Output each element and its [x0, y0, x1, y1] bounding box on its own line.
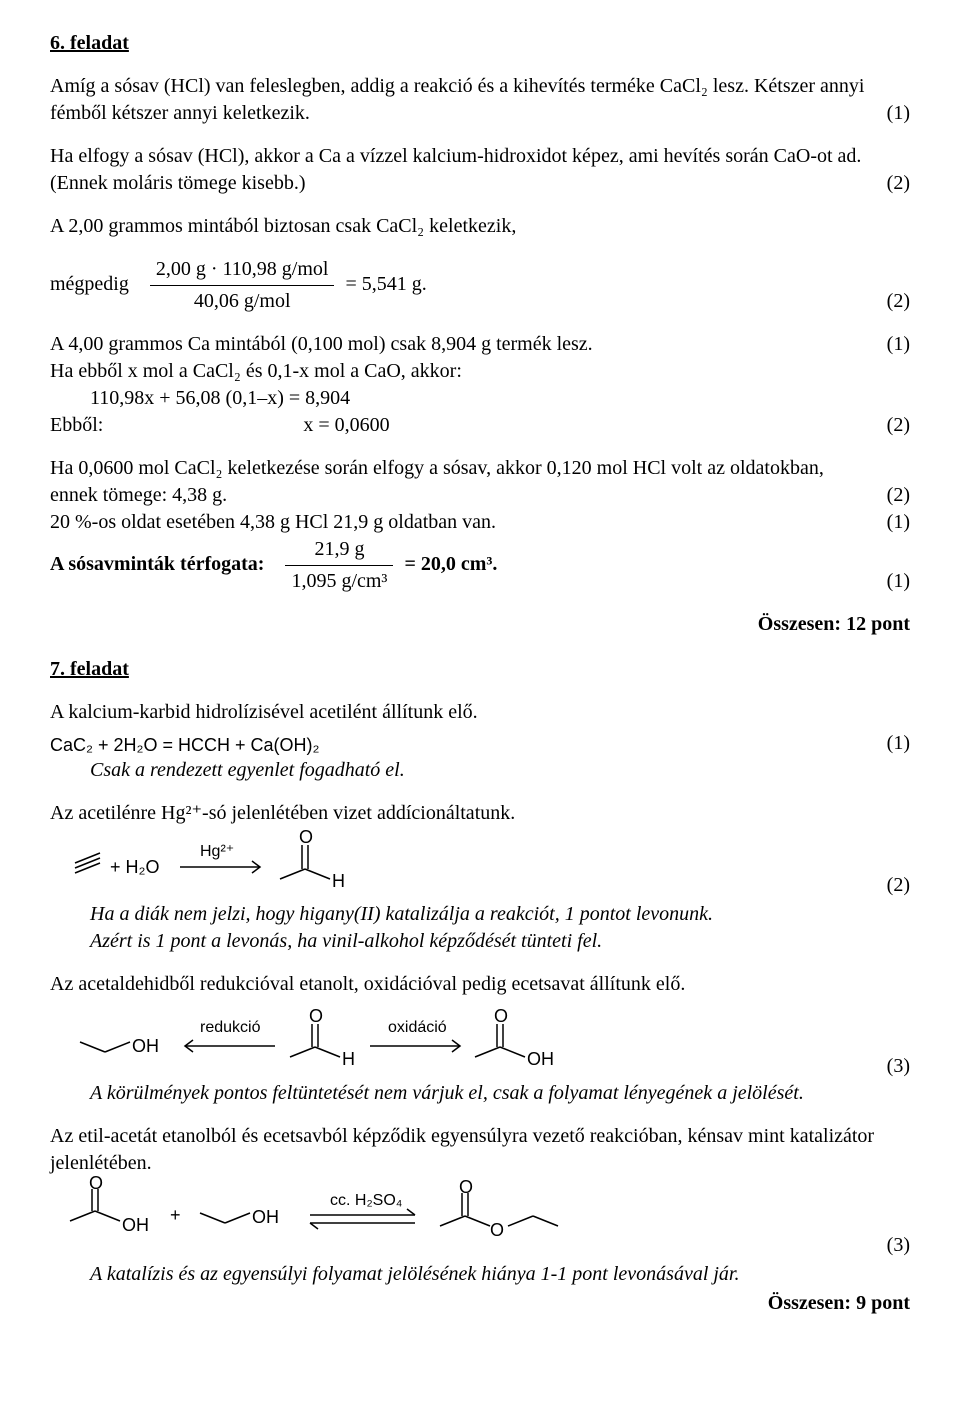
eq4-acid-oh: OH [122, 1215, 149, 1235]
fraction-2-num: 21,9 g [285, 536, 393, 566]
fraction-1-den: 40,06 g/mol [150, 286, 335, 315]
f6-p3b: mégpedig 2,00 g · 110,98 g/mol 40,06 g/m… [50, 256, 910, 315]
eq2-oxygen: O [299, 827, 313, 847]
eq3-reduction-label: redukció [200, 1019, 261, 1036]
f7-eq3-row: OH redukció O H oxidáció O OH (3) [50, 1002, 910, 1080]
f6-p2: Ha elfogy a sósav (HCl), akkor a Ca a ví… [50, 143, 910, 197]
f7-p2: Az acetilénre Hg²⁺-só jelenlétében vizet… [50, 800, 910, 827]
eq2-hydrogen: H [332, 871, 345, 891]
eq3-ethanol-oh: OH [132, 1036, 159, 1056]
eq4-plus: + [170, 1205, 181, 1225]
f6-p4d-points: (2) [887, 412, 910, 439]
f6-p7-lead: A sósavminták térfogata: [50, 553, 264, 575]
acetylene-hydration-scheme-icon: + H₂O Hg²⁺ O H [70, 831, 370, 891]
f6-p4d-value: x = 0,0600 [303, 414, 389, 436]
eq4-ester-carbonyl-o: O [459, 1177, 473, 1197]
section-7-heading: 7. feladat [50, 656, 910, 683]
acetaldehyde-redox-scheme-icon: OH redukció O H oxidáció O OH [70, 1002, 570, 1072]
f7-total: Összesen: 9 pont [50, 1290, 910, 1317]
f6-p5-text: Ha 0,0600 mol CaCl₂ keletkezése során el… [50, 455, 887, 509]
eq3-oxidation-label: oxidáció [388, 1019, 447, 1036]
f6-p3a: A 2,00 grammos mintából biztosan csak Ca… [50, 213, 910, 240]
esterification-scheme-icon: O OH + OH cc. H₂SO₄ O O [60, 1181, 620, 1251]
eq3-acid-o: O [494, 1006, 508, 1026]
f7-eq3-points: (3) [887, 1053, 910, 1080]
fraction-1: 2,00 g · 110,98 g/mol 40,06 g/mol [150, 256, 335, 315]
f7-eq3-scheme: OH redukció O H oxidáció O OH [50, 1002, 887, 1080]
f7-eq1-row: CaC₂ + 2H₂O = HCCH + Ca(OH)₂ (1) [50, 730, 910, 757]
f6-p5-points: (2) [887, 482, 910, 509]
f7-p4-note: A katalízis és az egyensúlyi folyamat je… [50, 1261, 910, 1288]
eq4-acid-o: O [89, 1173, 103, 1193]
f7-p4: Az etil-acetát etanolból és ecetsavból k… [50, 1123, 910, 1177]
f6-p3-lead: mégpedig [50, 273, 129, 295]
f7-eq4-points: (3) [887, 1232, 910, 1259]
f7-p3: Az acetaldehidből redukcióval etanolt, o… [50, 971, 910, 998]
eq3-acid-oh: OH [527, 1049, 554, 1069]
eq2-catalyst-label: Hg²⁺ [200, 843, 234, 860]
f7-eq1-points: (1) [887, 730, 910, 757]
f7-eq2-row: + H₂O Hg²⁺ O H (2) [50, 831, 910, 899]
f6-p7-left: A sósavminták térfogata: 21,9 g 1,095 g/… [50, 536, 887, 595]
f7-p2-note-b: Azért is 1 pont a levonás, ha vinil-alko… [50, 928, 910, 955]
f7-eq2-scheme: + H₂O Hg²⁺ O H [50, 831, 887, 899]
eq2-plus-h2o: + H₂O [110, 857, 160, 877]
f6-p3-points: (2) [887, 288, 910, 315]
f6-p4-points: (1) [887, 331, 910, 358]
f6-p4-row: A 4,00 grammos Ca mintából (0,100 mol) c… [50, 331, 910, 358]
f6-p6-points: (1) [887, 509, 910, 536]
fraction-1-num: 2,00 g · 110,98 g/mol [150, 256, 335, 286]
f7-eq1: CaC₂ + 2H₂O = HCCH + Ca(OH)₂ [50, 733, 887, 757]
f6-p4d-label: Ebből: [50, 414, 103, 436]
f6-p1-text: Amíg a sósav (HCl) van feleslegben, addi… [50, 73, 887, 127]
fraction-2-den: 1,095 g/cm³ [285, 566, 393, 595]
section-6-heading: 6. feladat [50, 30, 910, 57]
eq4-ethanol-oh: OH [252, 1207, 279, 1227]
f7-p3-note: A körülmények pontos feltüntetését nem v… [50, 1080, 910, 1107]
f7-p1-note: Csak a rendezett egyenlet fogadható el. [50, 757, 910, 784]
f6-p6-text: 20 %-os oldat esetében 4,38 g HCl 21,9 g… [50, 509, 887, 536]
f6-p5-row: Ha 0,0600 mol CaCl₂ keletkezése során el… [50, 455, 910, 509]
f7-eq2-points: (2) [887, 872, 910, 899]
eq3-aldehyde-h: H [342, 1049, 355, 1069]
f6-p1-points: (1) [887, 100, 910, 127]
eq4-catalyst-label: cc. H₂SO₄ [330, 1192, 402, 1209]
fraction-2-eq: = 20,0 cm³. [404, 553, 497, 575]
f7-p1: A kalcium-karbid hidrolízisével acetilén… [50, 699, 910, 726]
fraction-2: 21,9 g 1,095 g/cm³ [285, 536, 393, 595]
f6-p4-text: A 4,00 grammos Ca mintából (0,100 mol) c… [50, 331, 887, 358]
f6-p2-points: (2) [887, 170, 910, 197]
f6-p4d-left: Ebből: x = 0,0600 [50, 412, 887, 439]
f6-p4b: Ha ebből x mol a CaCl₂ és 0,1-x mol a Ca… [50, 358, 910, 385]
f7-p2-note-a: Ha a diák nem jelzi, hogy higany(II) kat… [50, 901, 910, 928]
f6-p2-text: Ha elfogy a sósav (HCl), akkor a Ca a ví… [50, 143, 887, 197]
f6-p6-row: 20 %-os oldat esetében 4,38 g HCl 21,9 g… [50, 509, 910, 536]
f6-p4c: 110,98x + 56,08 (0,1–x) = 8,904 [50, 385, 910, 412]
f6-p7-row: A sósavminták térfogata: 21,9 g 1,095 g/… [50, 536, 910, 595]
f6-p1: Amíg a sósav (HCl) van feleslegben, addi… [50, 73, 910, 127]
f6-p7-points: (1) [887, 568, 910, 595]
f6-p3b-left: mégpedig 2,00 g · 110,98 g/mol 40,06 g/m… [50, 256, 887, 315]
eq4-ester-bridge-o: O [490, 1220, 504, 1240]
f6-total: Összesen: 12 pont [50, 611, 910, 638]
f7-eq4-scheme: O OH + OH cc. H₂SO₄ O O [50, 1181, 887, 1259]
f7-eq4-row: O OH + OH cc. H₂SO₄ O O (3) [50, 1181, 910, 1259]
fraction-1-eq: = 5,541 g. [345, 273, 426, 295]
eq3-aldehyde-o: O [309, 1006, 323, 1026]
f6-p4d-row: Ebből: x = 0,0600 (2) [50, 412, 910, 439]
